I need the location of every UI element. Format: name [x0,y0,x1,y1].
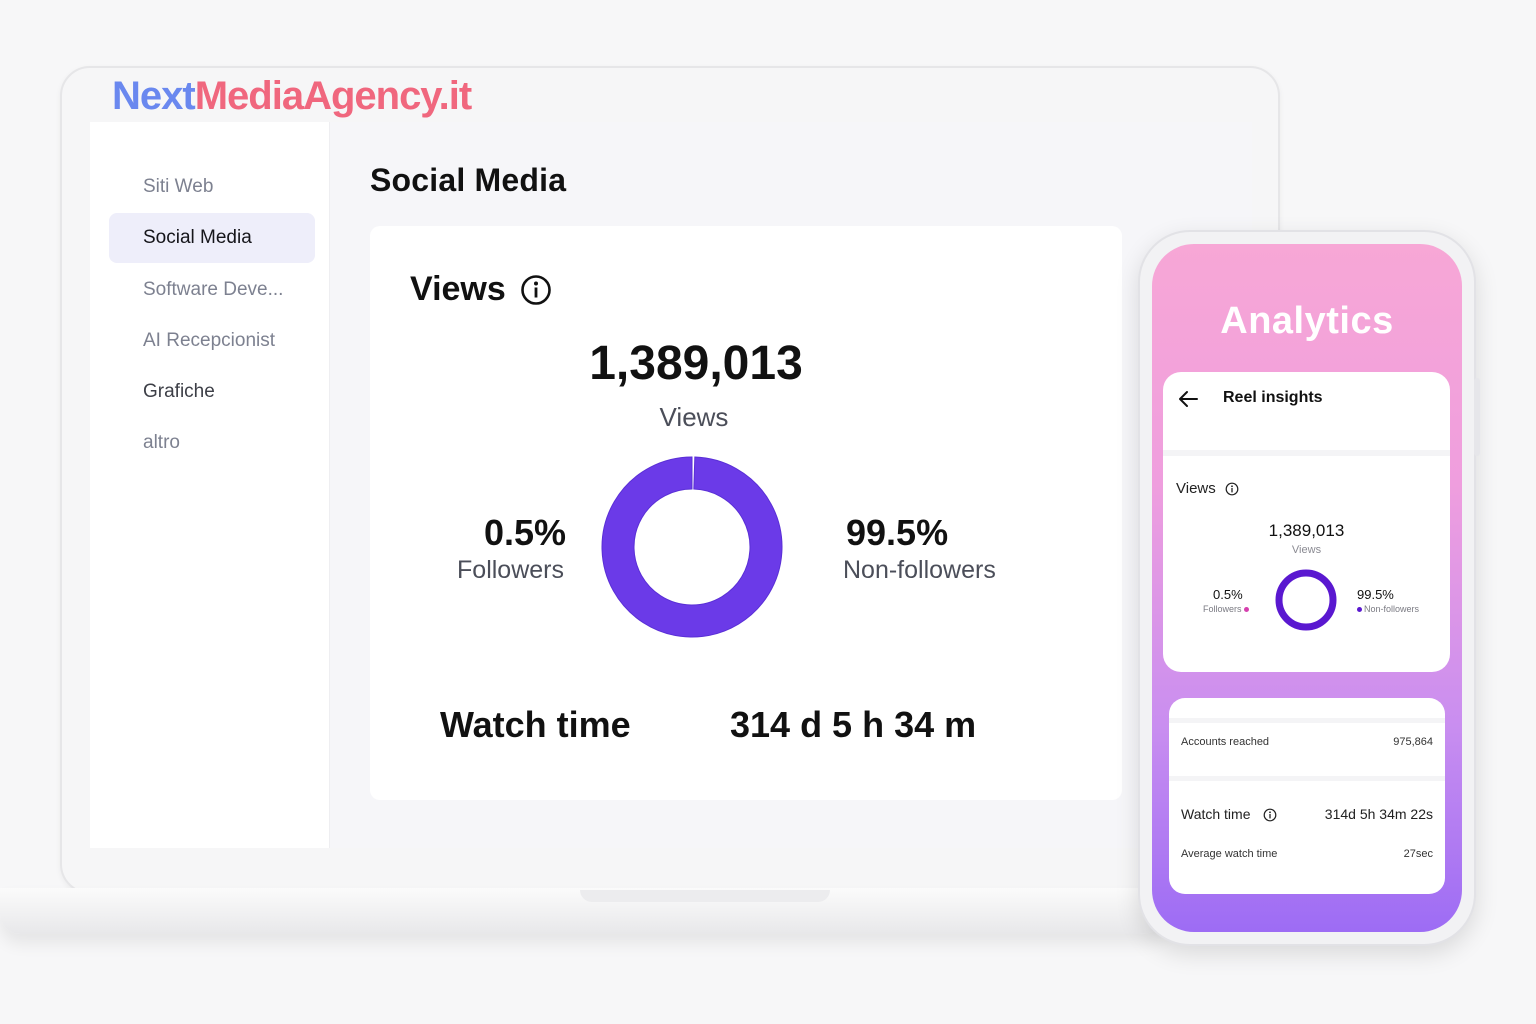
sidebar-item-social-media[interactable]: Social Media [109,213,315,263]
followers-label: Followers [457,556,564,584]
page-title: Social Media [370,162,567,198]
watch-time-label: Watch time [440,704,631,745]
non-followers-legend-dot [1357,607,1362,613]
sidebar-item-software-development[interactable]: Software Deve... [143,279,284,300]
accounts-reached-label: Accounts reached [1181,736,1270,748]
sidebar-item-altro[interactable]: altro [143,432,180,453]
sidebar: Siti Web Social Media Software Deve... A… [90,122,330,848]
brand-logo-part1: Next [112,74,196,118]
phone-screen: Analytics Reel insights Views 1,389,013 … [1152,244,1462,932]
accounts-reached-value: 975,864 [1393,736,1433,748]
followers-percent: 0.5% [483,512,566,553]
reel-insights-card: Reel insights Views 1,389,013 Views 0.5%… [1163,372,1450,672]
brand-logo: NextMediaAgency.it [112,74,472,119]
views-total-label: Views [659,402,729,432]
phone-non-followers-label: Non-followers [1364,604,1420,614]
sidebar-item-siti-web[interactable]: Siti Web [143,176,214,197]
phone-watch-time-label: Watch time [1181,806,1251,822]
phone-non-followers-legend: Non-followers [1357,604,1419,614]
phone-followers-percent: 0.5% [1213,587,1243,602]
reel-insights-title: Reel insights [1223,389,1323,406]
phone-views-total-label: Views [1291,544,1322,556]
reel-stats-card: Accounts reached 975,864 Watch time 314d… [1169,698,1445,894]
back-arrow-icon[interactable] [1177,388,1199,410]
phone-views-label: Views [1176,480,1216,497]
average-watch-time-label: Average watch time [1181,848,1278,860]
phone-watch-time-value: 314d 5h 34m 22s [1324,806,1433,822]
watch-time-value: 314 d 5 h 34 m [730,704,977,745]
non-followers-label: Non-followers [843,556,996,584]
views-card: Views 1,389,013 Views 0.5% Followers 99.… [370,226,1122,800]
divider [1169,718,1445,723]
phone-side-button [1474,378,1480,456]
views-total: 1,389,013 [589,337,803,390]
sidebar-item-grafiche[interactable]: Grafiche [143,381,215,402]
phone-analytics-title: Analytics [1220,300,1394,342]
followers-legend-dot [1243,607,1249,613]
info-icon[interactable] [1225,482,1239,496]
laptop-screen: Siti Web Social Media Software Deve... A… [90,122,1252,848]
sidebar-item-ai-recepcionist[interactable]: AI Recepcionist [143,330,276,351]
info-icon[interactable] [1263,808,1277,822]
donut-segment-non-followers [601,456,783,638]
phone-followers-label: Followers [1203,604,1242,614]
divider [1169,776,1445,781]
divider [1163,450,1450,456]
phone-views-donut-chart [1275,569,1337,631]
average-watch-time-value: 27sec [1403,848,1433,860]
non-followers-percent: 99.5% [846,512,949,553]
views-card-title: Views [410,270,506,308]
phone-views-total: 1,389,013 [1268,521,1345,540]
views-donut-chart [601,456,783,638]
info-icon[interactable] [520,274,552,306]
phone-followers-legend: Followers [1203,604,1249,614]
brand-logo-part2: MediaAgency.it [194,74,472,118]
phone-donut-ring [1275,569,1337,631]
phone-non-followers-percent: 99.5% [1357,587,1394,602]
laptop-notch [580,890,830,902]
